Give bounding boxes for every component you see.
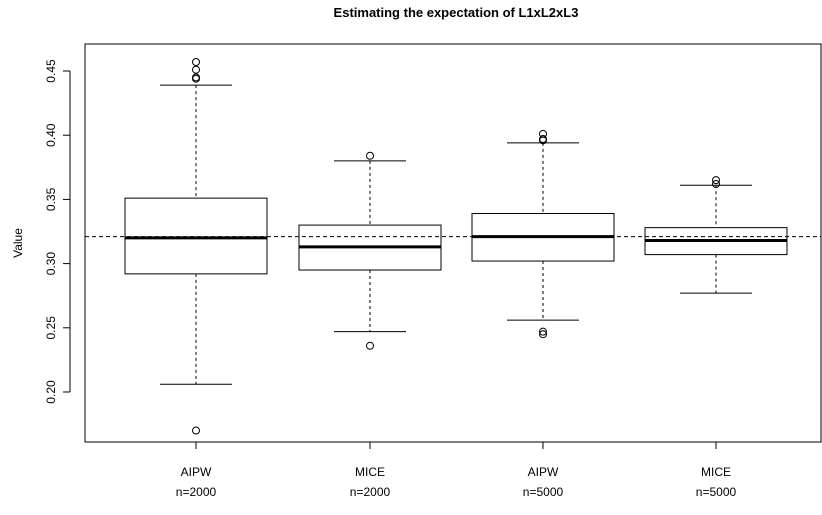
x-tick-label-n: n=2000 [176,485,217,499]
outlier-point [539,129,547,138]
boxes [124,58,788,435]
box-group [644,176,788,294]
x-tick-label-n: n=5000 [696,485,737,499]
box-group [298,151,442,350]
outlier-point [712,179,720,188]
outlier-point [192,58,200,67]
outlier-point [539,330,547,339]
outlier-point [192,65,200,74]
outlier-point [366,151,374,160]
y-axis: 0.20 0.25 0.30 0.35 0.40 0.45 [44,59,71,404]
y-tick-label: 0.35 [44,187,58,211]
x-tick-label-method: AIPW [528,465,559,479]
y-axis-label: Value [11,228,25,258]
y-tick-label: 0.20 [44,380,58,404]
iqr-box [124,197,268,275]
outlier-point [539,327,547,336]
x-tick-label-method: MICE [355,465,385,479]
x-tick-label-n: n=2000 [350,485,391,499]
outlier-point [192,73,200,82]
y-tick-label: 0.45 [44,59,58,83]
chart-title: Estimating the expectation of L1xL2xL3 [334,5,579,20]
outlier-point [539,135,547,144]
x-axis: AIPW n=2000 MICE n=2000 AIPW n=5000 MICE n=5000 [176,441,737,499]
x-tick-label-method: AIPW [181,465,212,479]
outlier-point [192,426,200,435]
outlier-point [366,341,374,350]
y-tick-label: 0.40 [44,123,58,147]
box-group [124,58,268,435]
outlier-point [712,176,720,185]
y-tick-label: 0.25 [44,316,58,340]
x-tick-label-method: MICE [701,465,731,479]
y-tick-label: 0.30 [44,252,58,276]
box-group [471,129,615,339]
x-tick-label-n: n=5000 [523,485,564,499]
